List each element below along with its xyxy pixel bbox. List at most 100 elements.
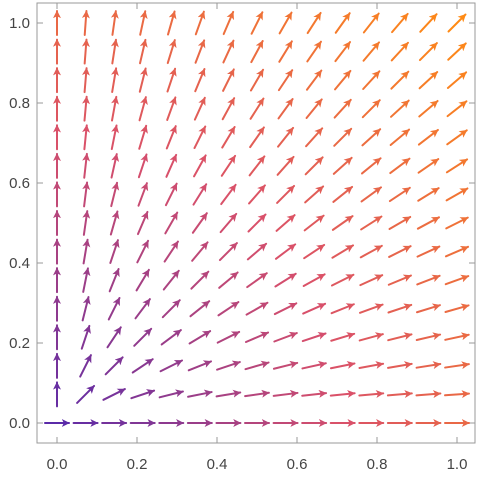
field-arrow	[110, 10, 119, 36]
field-arrow	[109, 210, 120, 236]
field-arrow	[216, 330, 241, 344]
field-arrow	[304, 185, 325, 204]
field-arrow	[215, 389, 242, 398]
field-arrow	[217, 301, 240, 317]
field-arrow	[102, 388, 126, 401]
field-arrow	[415, 303, 441, 314]
field-arrow	[191, 241, 209, 262]
field-arrow	[220, 154, 237, 177]
field-arrow	[359, 244, 383, 259]
field-arrow	[278, 40, 293, 63]
field-arrow	[138, 96, 148, 122]
field-arrow	[164, 182, 178, 207]
field-arrow	[302, 302, 327, 315]
field-arrow	[250, 40, 264, 64]
field-arrow	[245, 301, 269, 316]
field-arrow	[301, 331, 327, 343]
field-arrow	[218, 271, 239, 289]
field-arrow	[361, 99, 381, 119]
field-arrow	[272, 360, 299, 370]
field-arrow	[110, 124, 120, 151]
field-arrow	[390, 70, 410, 90]
field-arrow	[216, 360, 241, 371]
field-arrow	[390, 99, 410, 118]
field-arrow	[191, 212, 208, 234]
field-arrow	[274, 243, 297, 260]
field-arrow	[222, 10, 235, 36]
field-arrow	[137, 182, 149, 207]
field-arrow	[415, 361, 442, 370]
field-arrow	[362, 12, 380, 34]
field-arrow	[417, 187, 440, 202]
x-tick-label: 0.8	[367, 456, 388, 473]
field-arrow	[334, 41, 352, 63]
field-arrow	[249, 126, 265, 149]
field-arrow	[359, 303, 384, 314]
field-arrow	[246, 272, 268, 289]
field-arrow	[387, 361, 413, 370]
plot-frame	[36, 2, 476, 444]
axis-ticks	[37, 3, 475, 443]
field-arrow	[417, 128, 439, 146]
field-arrow	[80, 324, 91, 350]
field-arrow	[416, 245, 441, 258]
field-arrow	[445, 158, 469, 174]
field-arrow	[418, 99, 439, 118]
field-arrow	[444, 303, 470, 314]
field-arrow	[446, 71, 468, 89]
field-arrow	[360, 157, 382, 175]
field-arrow	[248, 155, 266, 177]
field-arrow	[133, 327, 153, 347]
field-arrow	[250, 11, 264, 35]
field-arrow	[330, 273, 355, 287]
field-arrow	[444, 274, 470, 286]
field-arrow	[415, 332, 442, 341]
field-arrow	[358, 361, 385, 370]
arrow-field	[44, 10, 470, 427]
field-arrow	[194, 68, 206, 93]
field-arrow	[249, 68, 265, 92]
field-arrow	[137, 153, 149, 179]
field-arrow	[444, 245, 470, 258]
field-arrow	[220, 183, 237, 206]
field-arrow	[190, 270, 210, 290]
field-arrow	[249, 97, 265, 120]
field-arrow	[160, 329, 182, 346]
x-tick-label: 0.0	[47, 456, 68, 473]
field-arrow	[110, 95, 119, 122]
field-arrow	[82, 181, 91, 208]
field-arrow	[330, 303, 355, 315]
field-arrow	[244, 389, 270, 398]
field-arrow	[332, 185, 354, 203]
field-arrow	[447, 13, 467, 33]
field-arrow	[444, 332, 470, 341]
field-arrow	[416, 216, 440, 230]
field-arrow	[334, 12, 351, 34]
field-arrow	[108, 268, 120, 293]
field-arrow	[187, 360, 212, 372]
field-arrow	[334, 69, 352, 91]
field-arrow	[447, 42, 467, 61]
field-arrow	[110, 181, 120, 208]
field-arrow	[159, 359, 184, 373]
field-arrow	[358, 390, 385, 398]
field-arrow	[273, 302, 298, 316]
field-arrow	[82, 95, 90, 122]
field-arrow	[104, 356, 124, 376]
x-tick-label: 0.2	[127, 456, 148, 473]
field-arrow	[360, 215, 383, 231]
field-arrow	[192, 183, 208, 206]
field-arrow	[359, 274, 384, 287]
field-arrow	[164, 211, 179, 235]
x-axis-tick-labels: 0.0 0.2 0.4 0.6 0.8 1.0	[47, 456, 468, 473]
field-arrow	[444, 390, 470, 399]
y-tick-label: 1.0	[9, 15, 30, 32]
field-arrow	[387, 303, 413, 314]
field-arrow	[386, 390, 413, 399]
y-tick-label: 0.0	[9, 415, 30, 432]
field-arrow	[221, 97, 236, 121]
field-arrow	[332, 156, 353, 175]
field-arrow	[110, 38, 119, 65]
field-arrow	[362, 70, 381, 90]
